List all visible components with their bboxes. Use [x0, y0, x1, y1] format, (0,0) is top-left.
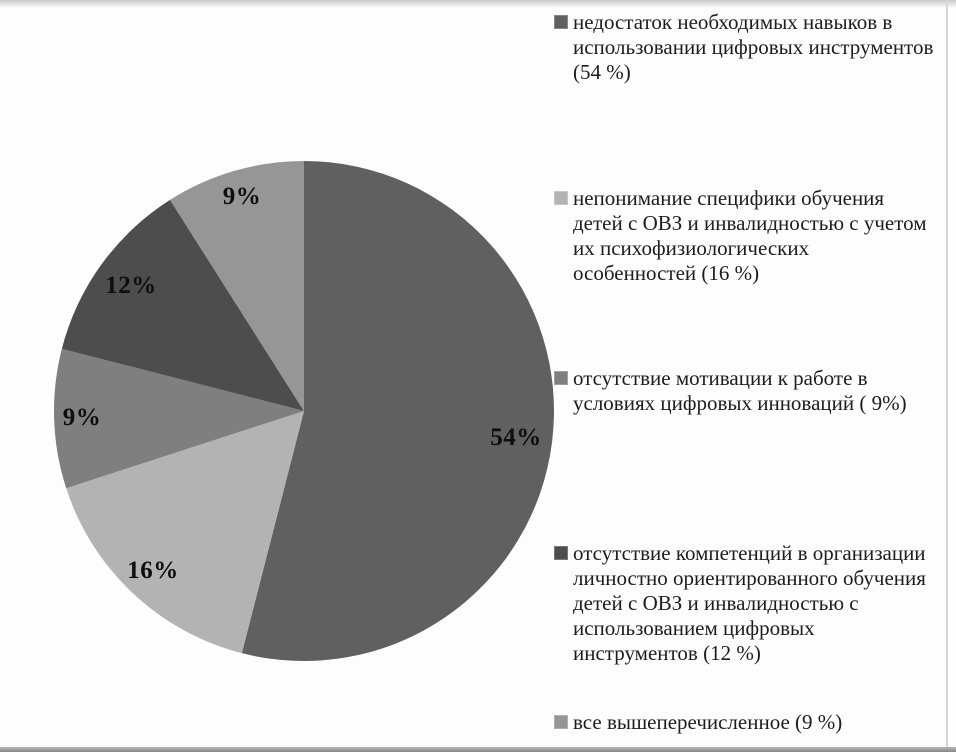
slice-percent-label-3: 9% [62, 404, 102, 431]
pie-slice-2 [66, 411, 305, 654]
legend-label: отсутствие компетенций в организации лич… [573, 541, 926, 665]
legend-item-4: отсутствие компетенций в организации лич… [554, 541, 946, 666]
legend-swatch-icon [554, 715, 568, 729]
pie-slice-3 [54, 348, 304, 489]
legend-label: непонимание специфики обучения детей с О… [573, 186, 927, 285]
legend-swatch-icon [554, 15, 568, 29]
legend-swatch-icon [554, 371, 568, 385]
pie-slice-5 [170, 161, 304, 411]
legend-label: недостаток необходимых навыков в использ… [573, 10, 934, 84]
legend-swatch-icon [554, 191, 568, 205]
legend-swatch-icon [554, 546, 568, 560]
legend-item-3: отсутствие мотивации к работе в условиях… [554, 366, 946, 416]
legend-item-5: все вышеперечисленное (9 %) [554, 710, 946, 735]
legend-label: отсутствие мотивации к работе в условиях… [573, 366, 907, 415]
slice-percent-label-1: 54% [490, 424, 542, 451]
slice-percent-label-2: 16% [127, 557, 179, 584]
legend-item-2: непонимание специфики обучения детей с О… [554, 186, 946, 286]
slice-percent-label-4: 12% [105, 272, 157, 299]
pie-slice-4 [61, 199, 304, 411]
pie-slice-1 [241, 161, 554, 661]
legend-label: все вышеперечисленное (9 %) [573, 710, 843, 734]
legend-item-1: недостаток необходимых навыков в использ… [554, 10, 946, 85]
slice-percent-label-5: 9% [222, 183, 262, 210]
